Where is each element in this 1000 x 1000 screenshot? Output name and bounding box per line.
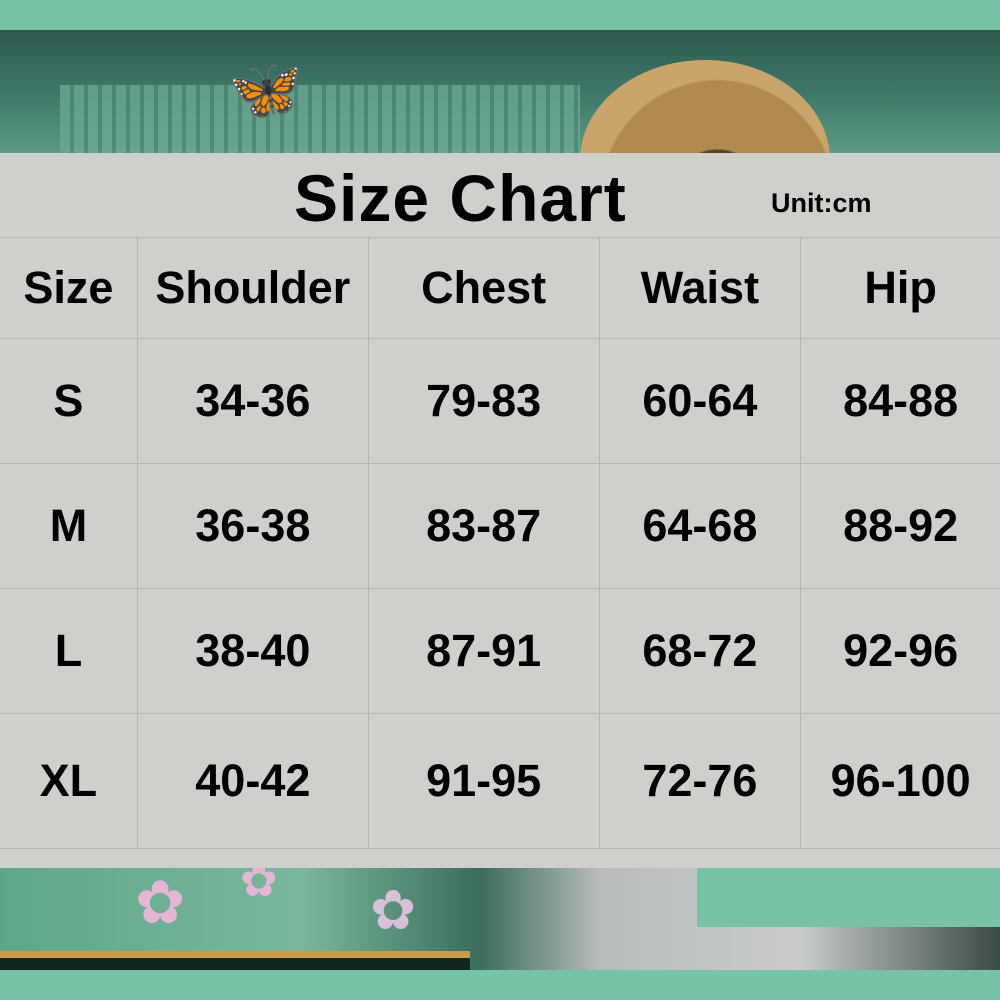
cherry-blossom-icon: ✿ [240, 868, 278, 906]
cell-chest: 87-91 [367, 588, 600, 714]
cell-shoulder: 36-38 [136, 463, 369, 589]
table-header-row: Size Shoulder Chest Waist Hip [0, 237, 1000, 339]
gold-rail [0, 951, 470, 958]
top-band [0, 0, 1000, 30]
cell-size: M [0, 463, 138, 589]
cell-hip: 84-88 [800, 338, 1000, 464]
table-row: M 36-38 83-87 64-68 88-92 [0, 463, 1000, 589]
cell-shoulder: 34-36 [136, 338, 369, 464]
cell-hip: 88-92 [800, 463, 1000, 589]
butterfly-icon: 🦋 [228, 56, 303, 123]
cell-size: S [0, 338, 138, 464]
header-chest: Chest [367, 237, 600, 339]
cell-hip: 96-100 [800, 713, 1000, 849]
bottom-band [0, 970, 1000, 1000]
header-waist: Waist [598, 237, 802, 339]
cell-shoulder: 38-40 [136, 588, 369, 714]
dark-rail [0, 958, 470, 970]
green-block [697, 868, 1000, 927]
cell-waist: 60-64 [598, 338, 802, 464]
size-table: Size Shoulder Chest Waist Hip S 34-36 79… [0, 237, 1000, 849]
cell-shoulder: 40-42 [136, 713, 369, 849]
cell-chest: 83-87 [367, 463, 600, 589]
table-row: L 38-40 87-91 68-72 92-96 [0, 588, 1000, 714]
hair-bun-illustration [580, 60, 830, 153]
cell-hip: 92-96 [800, 588, 1000, 714]
cherry-blossom-icon: ✿ [370, 879, 417, 941]
table-row: S 34-36 79-83 60-64 84-88 [0, 338, 1000, 464]
background-illustration-top: 🦋 [0, 30, 1000, 153]
cell-waist: 68-72 [598, 588, 802, 714]
cherry-blossom-icon: ✿ [135, 869, 186, 936]
header-shoulder: Shoulder [136, 237, 369, 339]
cell-waist: 72-76 [598, 713, 802, 849]
unit-label: Unit:cm [771, 188, 872, 218]
cell-size: XL [0, 713, 138, 849]
cell-chest: 79-83 [367, 338, 600, 464]
table-row: XL 40-42 91-95 72-76 96-100 [0, 713, 1000, 849]
cell-size: L [0, 588, 138, 714]
page-title: Size Chart [294, 161, 627, 235]
window-slats [60, 85, 580, 153]
header-size: Size [0, 237, 138, 339]
cell-waist: 64-68 [598, 463, 802, 589]
cell-chest: 91-95 [367, 713, 600, 849]
header-hip: Hip [800, 237, 1000, 339]
